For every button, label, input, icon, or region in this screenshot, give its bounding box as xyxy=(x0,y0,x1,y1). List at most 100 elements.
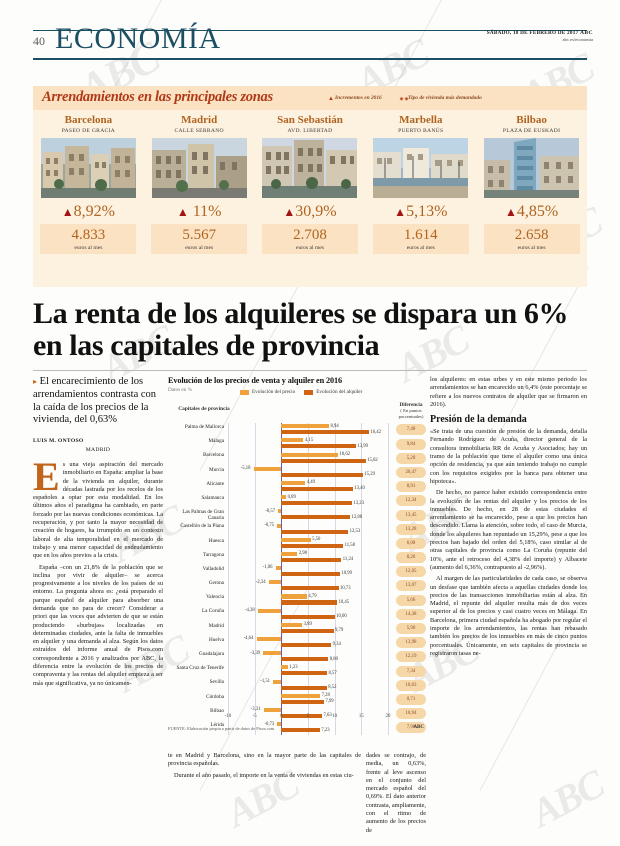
chart-value-label: -1,51 xyxy=(260,678,271,684)
chart-row-label: Valladolid xyxy=(202,565,224,572)
bar-rent xyxy=(281,628,334,633)
bar-price xyxy=(268,580,282,585)
chart-row: Alicante 4,49 13,40 8,91 xyxy=(168,480,426,494)
price-unit: euros al mes xyxy=(406,244,435,251)
city-price-box-barcelona: 4.833 euros al mes xyxy=(40,224,137,254)
chart-value-label: -3,31 xyxy=(250,707,261,713)
price-unit: euros al mes xyxy=(517,244,546,251)
chart-value-label: 10,99 xyxy=(341,571,352,577)
chart-row-bars: 4,15 13,99 xyxy=(228,437,388,451)
chart-zero-line xyxy=(281,423,283,736)
difference-badge: 13,45 xyxy=(396,509,426,521)
chart-row-label: Lérida xyxy=(210,721,224,728)
chart-row-bars: 7,28 7,99 xyxy=(228,693,388,707)
chart-row-bars: -2,34 10,73 xyxy=(228,579,388,593)
infographic-title: Arrendamientos en las principales zonas xyxy=(42,89,273,105)
difference-badge: 6,08 xyxy=(396,537,426,549)
chart-row-label: Bilbao xyxy=(210,707,224,714)
bar-price xyxy=(256,637,282,642)
chart-row-bars: 1,23 8,57 xyxy=(228,664,388,678)
bar-price xyxy=(281,495,287,500)
city-street: PASEO DE GRACIA xyxy=(61,128,116,134)
bar-price xyxy=(281,551,298,556)
headline-rule xyxy=(33,370,587,371)
chart-value-label: 8,80 xyxy=(329,656,338,662)
chart-value-label: -0,75 xyxy=(264,522,275,528)
chart-row: Tarragona 2,98 11,24 8,26 xyxy=(168,551,426,565)
city-name: Barcelona xyxy=(64,114,113,126)
byline: LUIS M. ONTOSO MADRID xyxy=(33,438,163,454)
chart-value-label: -4,38 xyxy=(244,608,255,614)
bar-rent xyxy=(281,557,342,562)
chart-subtitle: Datos en % xyxy=(168,387,192,393)
chart-row-label: Madrid xyxy=(208,622,224,629)
chart-value-label: 4,79 xyxy=(308,593,317,599)
city-price: 1.614 xyxy=(403,226,438,243)
difference-badge: 8,91 xyxy=(396,481,426,493)
city-photo-madrid xyxy=(151,138,247,198)
chart-x-tick: 0 xyxy=(280,714,283,719)
chart-row-label: Santa Cruz de Tenerife xyxy=(176,665,224,672)
masthead-rule-top xyxy=(33,30,587,31)
chart-credit: ABC xyxy=(413,725,424,730)
chart-value-label: 1,23 xyxy=(289,664,298,670)
paragraph: De hecho, no parece haber existido corre… xyxy=(430,489,587,571)
chart-value-label: -5,18 xyxy=(240,466,251,472)
paragraph: los alquileres: en estas urbes y en este… xyxy=(430,376,587,408)
chart-row-label: La Coruña xyxy=(201,608,224,615)
bar-price xyxy=(278,509,282,514)
price-unit: euros al mes xyxy=(296,244,324,251)
paragraph: te en Madrid y Barcelona, sino en la may… xyxy=(168,752,361,768)
chart-row-bars: 2,98 11,24 xyxy=(228,551,388,565)
legend-label: Evolución del precio xyxy=(252,389,296,395)
paragraph: dades se contrajo, de media, un 0,63%, f… xyxy=(366,752,426,834)
chart-row-bars: -1,06 10,99 xyxy=(228,565,388,579)
paragraph: España –con un 21,8% de la población que… xyxy=(33,563,163,687)
chart-row: Las Palmas de Gran Canaria -0,57 12,88 13,4… xyxy=(168,508,426,522)
chart-row-label: Las Palmas de Gran Canaria xyxy=(182,509,224,521)
city-name: Madrid xyxy=(181,114,218,126)
chart-value-label: 8,57 xyxy=(328,670,337,676)
difference-label: Diferencia xyxy=(399,402,423,408)
bar-price xyxy=(281,594,307,599)
chart-gridline xyxy=(388,423,389,736)
chart-value-label: -0,73 xyxy=(264,721,275,727)
chart-gridline xyxy=(361,423,363,736)
difference-badge: 10,03 xyxy=(396,679,426,691)
chart-row-label: Palma de Mallorca xyxy=(184,424,224,430)
chart-value-label: 7,63 xyxy=(323,713,332,719)
bar-rent xyxy=(281,657,329,662)
bar-rent xyxy=(281,515,351,520)
city-pct-madrid: ▲ 11% xyxy=(176,203,222,220)
city-cards: Barcelona PASEO DE GRACIA xyxy=(33,112,587,287)
chart-row-label: Tarragona xyxy=(203,551,224,558)
paragraph: «Se trata de una cuestión de presión de … xyxy=(430,428,587,485)
city-card-marbella: Marbella PUERTO BANÚS xyxy=(365,112,476,287)
bar-price xyxy=(263,707,282,713)
article-column-bottom-right: dades se contrajo, de media, un 0,63%, f… xyxy=(366,752,426,838)
city-card-barcelona: Barcelona PASEO DE GRACIA xyxy=(33,112,144,287)
chart-row: Huesca 5,50 11,58 6,08 xyxy=(168,537,426,551)
city-photo-bilbao xyxy=(484,138,580,198)
chart-row: Valladolid -1,06 10,99 12,05 xyxy=(168,565,426,579)
bar-rent xyxy=(281,430,369,435)
bar-rent xyxy=(281,600,338,605)
chart-legend: Evolución del precio Evolución del alqui… xyxy=(240,389,362,395)
chart-row: Córdoba 7,28 7,99 0,71 xyxy=(168,693,426,707)
chart-value-label: -3,39 xyxy=(250,650,261,656)
asterisk-marker: ▲ xyxy=(328,96,334,102)
chart-value-label: 8,94 xyxy=(330,423,339,429)
bar-rent xyxy=(281,699,324,704)
dateline: SÁBADO, 18 DE FEBRERO DE 2017 ABC abc.es… xyxy=(487,30,593,43)
legend-swatch-price xyxy=(240,389,249,395)
chart-x-tick: 15 xyxy=(358,714,364,719)
bar-price xyxy=(281,424,329,429)
chart-row-label: Castellón de la Plana xyxy=(180,523,224,530)
city-street: AVD. LIBERTAD xyxy=(287,128,333,134)
city-price: 2.708 xyxy=(293,226,327,243)
bar-price xyxy=(273,679,282,684)
chart-row-label: Málaga xyxy=(208,438,224,445)
difference-badge: 9,84 xyxy=(396,438,426,450)
chart-value-label: 11,24 xyxy=(342,557,354,563)
